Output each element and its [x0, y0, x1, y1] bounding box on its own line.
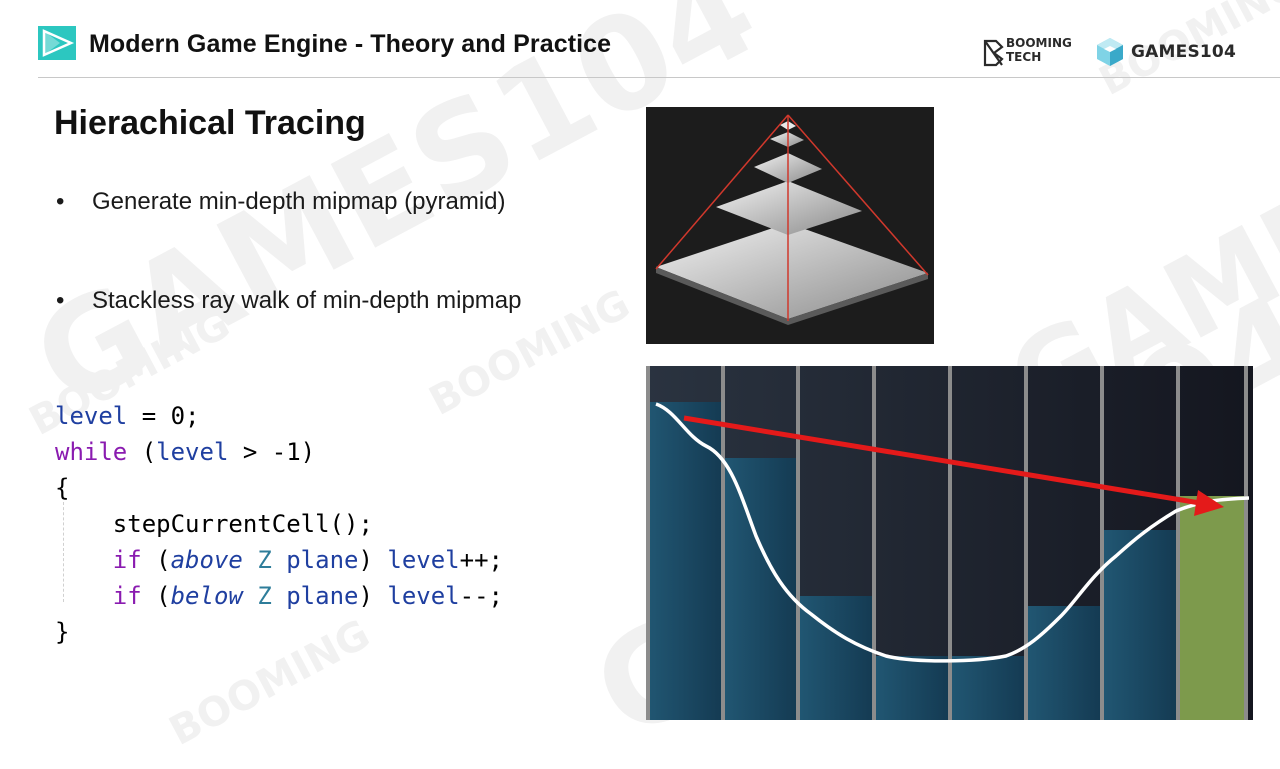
code-line: stepCurrentCell(); — [55, 506, 503, 542]
code-token — [55, 582, 113, 610]
bullet-text: Stackless ray walk of min-depth mipmap — [92, 287, 522, 314]
code-line: } — [55, 614, 503, 650]
code-token: = 0; — [127, 402, 200, 430]
code-token: ( — [127, 438, 157, 466]
code-token — [55, 510, 113, 538]
games104-text: GAMES104 — [1131, 42, 1236, 62]
booming-text: BOOMING — [1006, 36, 1072, 50]
mipmap-pyramid-image — [646, 107, 934, 344]
code-line: if (above Z plane) level++; — [55, 542, 503, 578]
bullet-item: • Stackless ray walk of min-depth mipmap — [56, 287, 522, 315]
code-token: ) — [358, 546, 388, 574]
hierarchical-trace-diagram — [646, 366, 1253, 720]
games104-cube-icon — [1095, 36, 1125, 68]
code-token: (); — [329, 510, 373, 538]
header-title: Modern Game Engine - Theory and Practice — [89, 30, 612, 58]
code-token: stepCurrentCell — [112, 510, 330, 538]
code-token: if — [112, 582, 142, 610]
code-indent-guide — [63, 502, 65, 602]
code-line: { — [55, 470, 503, 506]
code-token: ( — [141, 582, 171, 610]
code-token: > -1) — [228, 438, 316, 466]
code-token: } — [55, 618, 70, 646]
booming-tech-text: BOOMING TECH — [1006, 37, 1072, 63]
code-token: level — [55, 402, 128, 430]
code-token: level — [387, 546, 460, 574]
bullet-text: Generate min-depth mipmap (pyramid) — [92, 188, 506, 215]
code-token: level — [156, 438, 229, 466]
code-token: while — [55, 438, 128, 466]
code-line: if (below Z plane) level--; — [55, 578, 503, 614]
booming-tech-logo-icon — [982, 37, 1082, 69]
code-token: level — [387, 582, 460, 610]
code-token: ( — [141, 546, 171, 574]
code-token: below — [170, 582, 243, 610]
code-token: plane — [271, 546, 359, 574]
bullet-symbol: • — [56, 287, 65, 314]
play-triangle-icon — [38, 26, 76, 60]
code-token: ) — [358, 582, 388, 610]
header-divider — [38, 77, 1280, 78]
slide-title: Hierachical Tracing — [54, 104, 366, 142]
code-token: { — [55, 474, 70, 502]
code-token: ++; — [459, 546, 503, 574]
tech-text: TECH — [1006, 50, 1042, 64]
code-token: if — [112, 546, 142, 574]
code-line: while (level > -1) — [55, 434, 503, 470]
code-token — [243, 546, 257, 574]
bullet-item: • Generate min-depth mipmap (pyramid) — [56, 188, 506, 216]
code-token — [55, 546, 113, 574]
code-token: above — [170, 546, 243, 574]
code-block: level = 0; while (level > -1){ stepCurren… — [55, 398, 503, 650]
code-token: Z — [257, 546, 272, 574]
code-line: level = 0; — [55, 398, 503, 434]
code-token: Z — [257, 582, 272, 610]
bullet-symbol: • — [56, 188, 65, 215]
code-token — [243, 582, 257, 610]
code-token: plane — [271, 582, 359, 610]
code-token: --; — [459, 582, 503, 610]
